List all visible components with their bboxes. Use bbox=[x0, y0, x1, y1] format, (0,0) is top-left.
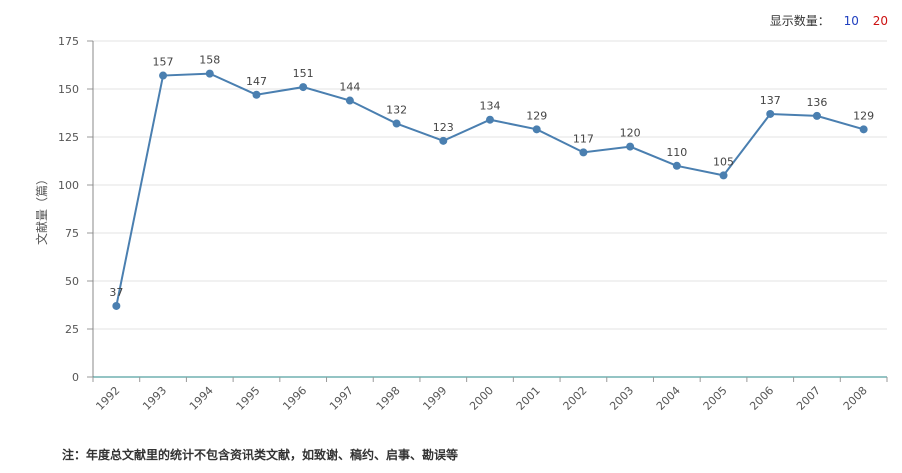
data-label: 120 bbox=[620, 127, 641, 140]
x-tick-label: 2000 bbox=[467, 384, 496, 413]
data-point bbox=[392, 119, 401, 128]
x-tick-label: 2008 bbox=[841, 384, 870, 413]
display-count-option-10[interactable]: 10 bbox=[843, 14, 859, 28]
data-point bbox=[579, 148, 588, 157]
y-tick-label: 100 bbox=[58, 179, 79, 192]
footnote: 注：年度总文献里的统计不包含资讯类文献，如致谢、稿约、启事、勘误等 bbox=[62, 448, 459, 462]
data-point bbox=[859, 125, 868, 134]
x-tick-label: 1993 bbox=[140, 384, 169, 413]
y-tick-label: 75 bbox=[65, 227, 79, 240]
display-count-label: 显示数量： bbox=[769, 14, 830, 28]
data-point bbox=[299, 83, 308, 92]
x-tick-label: 1998 bbox=[374, 384, 403, 413]
data-point bbox=[159, 71, 168, 80]
x-tick-label: 2002 bbox=[561, 384, 590, 413]
data-point bbox=[672, 161, 681, 170]
data-label: 105 bbox=[713, 155, 734, 168]
y-tick-label: 25 bbox=[65, 323, 79, 336]
y-tick-label: 125 bbox=[58, 131, 79, 144]
display-count-control: 显示数量： 10 20 bbox=[770, 12, 888, 29]
data-point bbox=[252, 90, 261, 99]
x-tick-label: 1997 bbox=[327, 384, 356, 413]
data-point bbox=[719, 171, 728, 180]
data-label: 151 bbox=[293, 67, 314, 80]
line-chart: 0 25 50 75 100 125 150 175 1992 1993 1994 1995 1996 1… bbox=[34, 35, 888, 413]
data-label: 129 bbox=[853, 109, 874, 122]
x-tick-label: 2007 bbox=[794, 384, 823, 413]
y-tick-label: 50 bbox=[65, 275, 79, 288]
data-point bbox=[439, 136, 448, 145]
data-label: 158 bbox=[199, 54, 220, 67]
display-count-option-20[interactable]: 20 bbox=[872, 14, 888, 28]
x-tick-label: 1996 bbox=[280, 384, 309, 413]
x-tick-label: 2005 bbox=[701, 384, 730, 413]
data-label: 129 bbox=[526, 109, 547, 122]
y-tick-label: 150 bbox=[58, 83, 79, 96]
x-tick-label: 1994 bbox=[187, 384, 216, 413]
x-tick-label: 1992 bbox=[93, 384, 122, 413]
data-point bbox=[532, 125, 541, 134]
x-tick-label: 1995 bbox=[234, 384, 263, 413]
x-tick-label: 2001 bbox=[514, 384, 543, 413]
x-tick-label: 1999 bbox=[420, 384, 449, 413]
x-tick-label: 2006 bbox=[747, 384, 776, 413]
data-label: 144 bbox=[339, 81, 360, 94]
data-point bbox=[345, 96, 354, 105]
data-point bbox=[112, 301, 121, 310]
x-tick-label: 2003 bbox=[607, 384, 636, 413]
data-label: 157 bbox=[153, 56, 174, 69]
x-tick-label: 2004 bbox=[654, 384, 683, 413]
data-label: 37 bbox=[109, 286, 123, 299]
y-tick-label: 0 bbox=[72, 371, 79, 384]
y-axis-title: 文献量（篇） bbox=[34, 173, 49, 245]
data-point bbox=[205, 69, 214, 78]
data-point bbox=[812, 111, 821, 120]
data-label: 110 bbox=[666, 146, 687, 159]
data-point bbox=[626, 142, 635, 151]
data-label: 137 bbox=[760, 94, 781, 107]
y-tick-label: 175 bbox=[58, 35, 79, 48]
data-point bbox=[766, 109, 775, 118]
data-label: 132 bbox=[386, 104, 407, 117]
data-label: 117 bbox=[573, 132, 594, 145]
data-point bbox=[486, 115, 494, 124]
data-label: 123 bbox=[433, 121, 454, 134]
data-label: 134 bbox=[480, 100, 501, 113]
data-label: 136 bbox=[806, 96, 827, 109]
data-label: 147 bbox=[246, 75, 267, 88]
